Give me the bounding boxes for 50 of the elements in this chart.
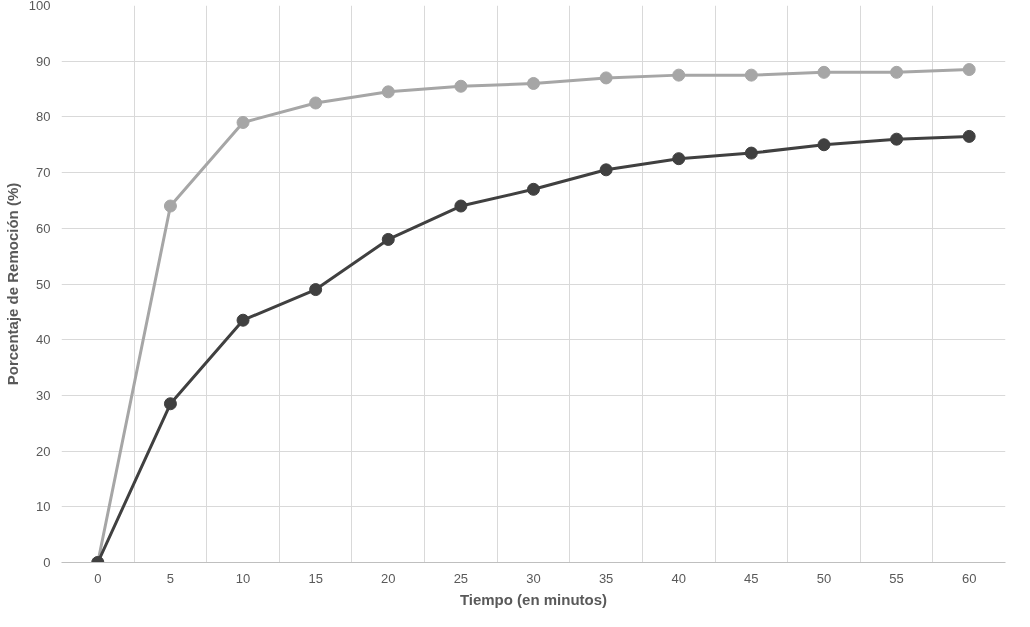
point <box>527 182 540 196</box>
y-axis-title: Porcentaje de Remoción (%) <box>3 182 21 386</box>
y-tick-label: 50 <box>36 276 51 292</box>
point <box>454 79 468 93</box>
x-tick-label: 10 <box>235 570 251 586</box>
point <box>744 68 758 82</box>
x-tick-label: 15 <box>308 570 323 586</box>
point <box>454 199 468 213</box>
x-tick-label: 60 <box>961 570 977 586</box>
x-tick-label: 20 <box>381 570 396 586</box>
x-tick-label: 30 <box>526 570 541 586</box>
y-tick-label: 70 <box>36 165 51 181</box>
x-tick-label: 25 <box>453 570 469 586</box>
x-tick-label: 45 <box>744 570 759 586</box>
y-tick-label: 40 <box>36 332 51 348</box>
point <box>672 152 686 166</box>
point <box>962 129 976 143</box>
point <box>817 65 831 79</box>
y-tick-label: 10 <box>36 499 51 515</box>
point <box>163 397 177 411</box>
y-tick-label: 80 <box>36 109 51 125</box>
y-tick-label: 20 <box>36 443 51 459</box>
point <box>163 199 177 213</box>
x-tick-label: 55 <box>889 570 904 586</box>
point <box>381 232 395 246</box>
y-tick-label: 0 <box>43 555 51 570</box>
point <box>817 138 831 152</box>
y-tick-label: 60 <box>36 220 51 236</box>
y-tick-label: 90 <box>36 53 51 69</box>
point <box>599 163 613 177</box>
y-tick-label: 100 <box>28 0 51 13</box>
x-tick-label: 0 <box>94 570 102 586</box>
point <box>309 96 323 110</box>
point <box>236 115 250 129</box>
x-axis-title: Tiempo (en minutos) <box>459 590 608 608</box>
x-tick-label: 50 <box>816 570 832 586</box>
point <box>309 283 323 297</box>
point <box>599 71 613 85</box>
point <box>236 313 250 327</box>
y-tick-label: 30 <box>36 387 51 403</box>
point <box>890 132 904 146</box>
x-tick-label: 40 <box>671 570 686 586</box>
point <box>744 146 758 160</box>
x-tick-label: 35 <box>598 570 614 586</box>
point <box>962 63 976 77</box>
point <box>672 68 686 82</box>
point <box>381 85 395 99</box>
x-tick-label: 5 <box>166 570 175 586</box>
point <box>890 65 904 79</box>
point <box>527 76 540 90</box>
